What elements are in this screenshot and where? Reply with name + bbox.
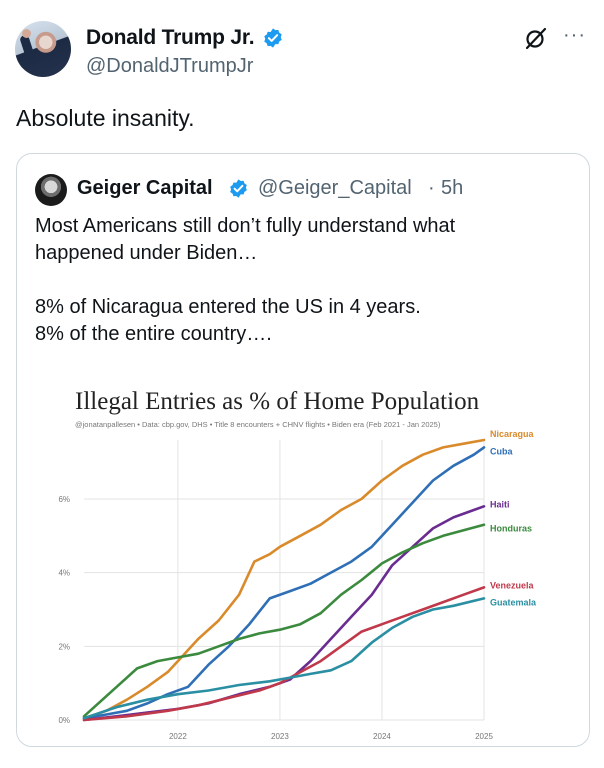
series-label-cuba: Cuba: [490, 446, 513, 456]
x-tick-label: 2023: [271, 732, 289, 741]
more-icon[interactable]: ···: [563, 24, 586, 46]
author-avatar[interactable]: [15, 21, 71, 77]
quote-separator: ·: [428, 177, 435, 199]
grok-icon[interactable]: [524, 26, 548, 50]
post-text: Absolute insanity.: [16, 105, 195, 131]
quote-author-display-name[interactable]: Geiger Capital: [77, 177, 213, 199]
series-line-venezuela: [82, 586, 486, 722]
y-tick-label: 0%: [58, 716, 70, 725]
quoted-post[interactable]: Geiger Capital @Geiger_Capital · 5h Most…: [16, 153, 590, 747]
quote-author-avatar[interactable]: [35, 174, 67, 206]
series-line-cuba: [82, 446, 486, 720]
series-line-honduras: [82, 523, 486, 718]
quote-timestamp[interactable]: 5h: [441, 177, 464, 199]
series-line-nicaragua: [82, 438, 486, 720]
series-label-honduras: Honduras: [490, 524, 532, 534]
chart-subtitle: @jonatanpallesen • Data: cbp.gov, DHS • …: [75, 420, 441, 429]
quote-author-handle[interactable]: @Geiger_Capital: [258, 177, 412, 199]
avatar-arm: [19, 34, 36, 62]
series-line-guatemala: [82, 597, 486, 720]
series-label-haiti: Haiti: [490, 499, 510, 509]
author-handle[interactable]: @DonaldJTrumpJr: [86, 55, 254, 77]
quote-text-line: 8% of the entire country….: [35, 323, 272, 345]
quote-text-line: happened under Biden…: [35, 242, 258, 264]
x-tick-label: 2024: [373, 732, 391, 741]
verified-badge-icon: [264, 28, 282, 48]
author-display-name[interactable]: Donald Trump Jr.: [86, 26, 255, 49]
y-tick-label: 4%: [58, 569, 70, 578]
y-tick-label: 6%: [58, 495, 70, 504]
x-tick-label: 2025: [475, 732, 493, 741]
avatar-hand: [22, 29, 31, 38]
line-chart: 0% 2% 4% 6% 2022 2023 2024 2025 Nicaragua Cuba Hai…: [58, 429, 537, 741]
quote-text-line: Most Americans still don’t fully underst…: [35, 215, 456, 237]
chart-title: Illegal Entries as % of Home Population: [75, 388, 480, 415]
quote-text-line: 8% of Nicaragua entered the US in 4 year…: [35, 296, 421, 318]
y-tick-label: 2%: [58, 642, 70, 651]
series-label-nicaragua: Nicaragua: [490, 429, 535, 439]
series-label-venezuela: Venezuela: [490, 580, 535, 590]
series-label-guatemala: Guatemala: [490, 597, 537, 607]
quote-verified-badge-icon: [230, 179, 247, 198]
x-tick-label: 2022: [169, 732, 187, 741]
